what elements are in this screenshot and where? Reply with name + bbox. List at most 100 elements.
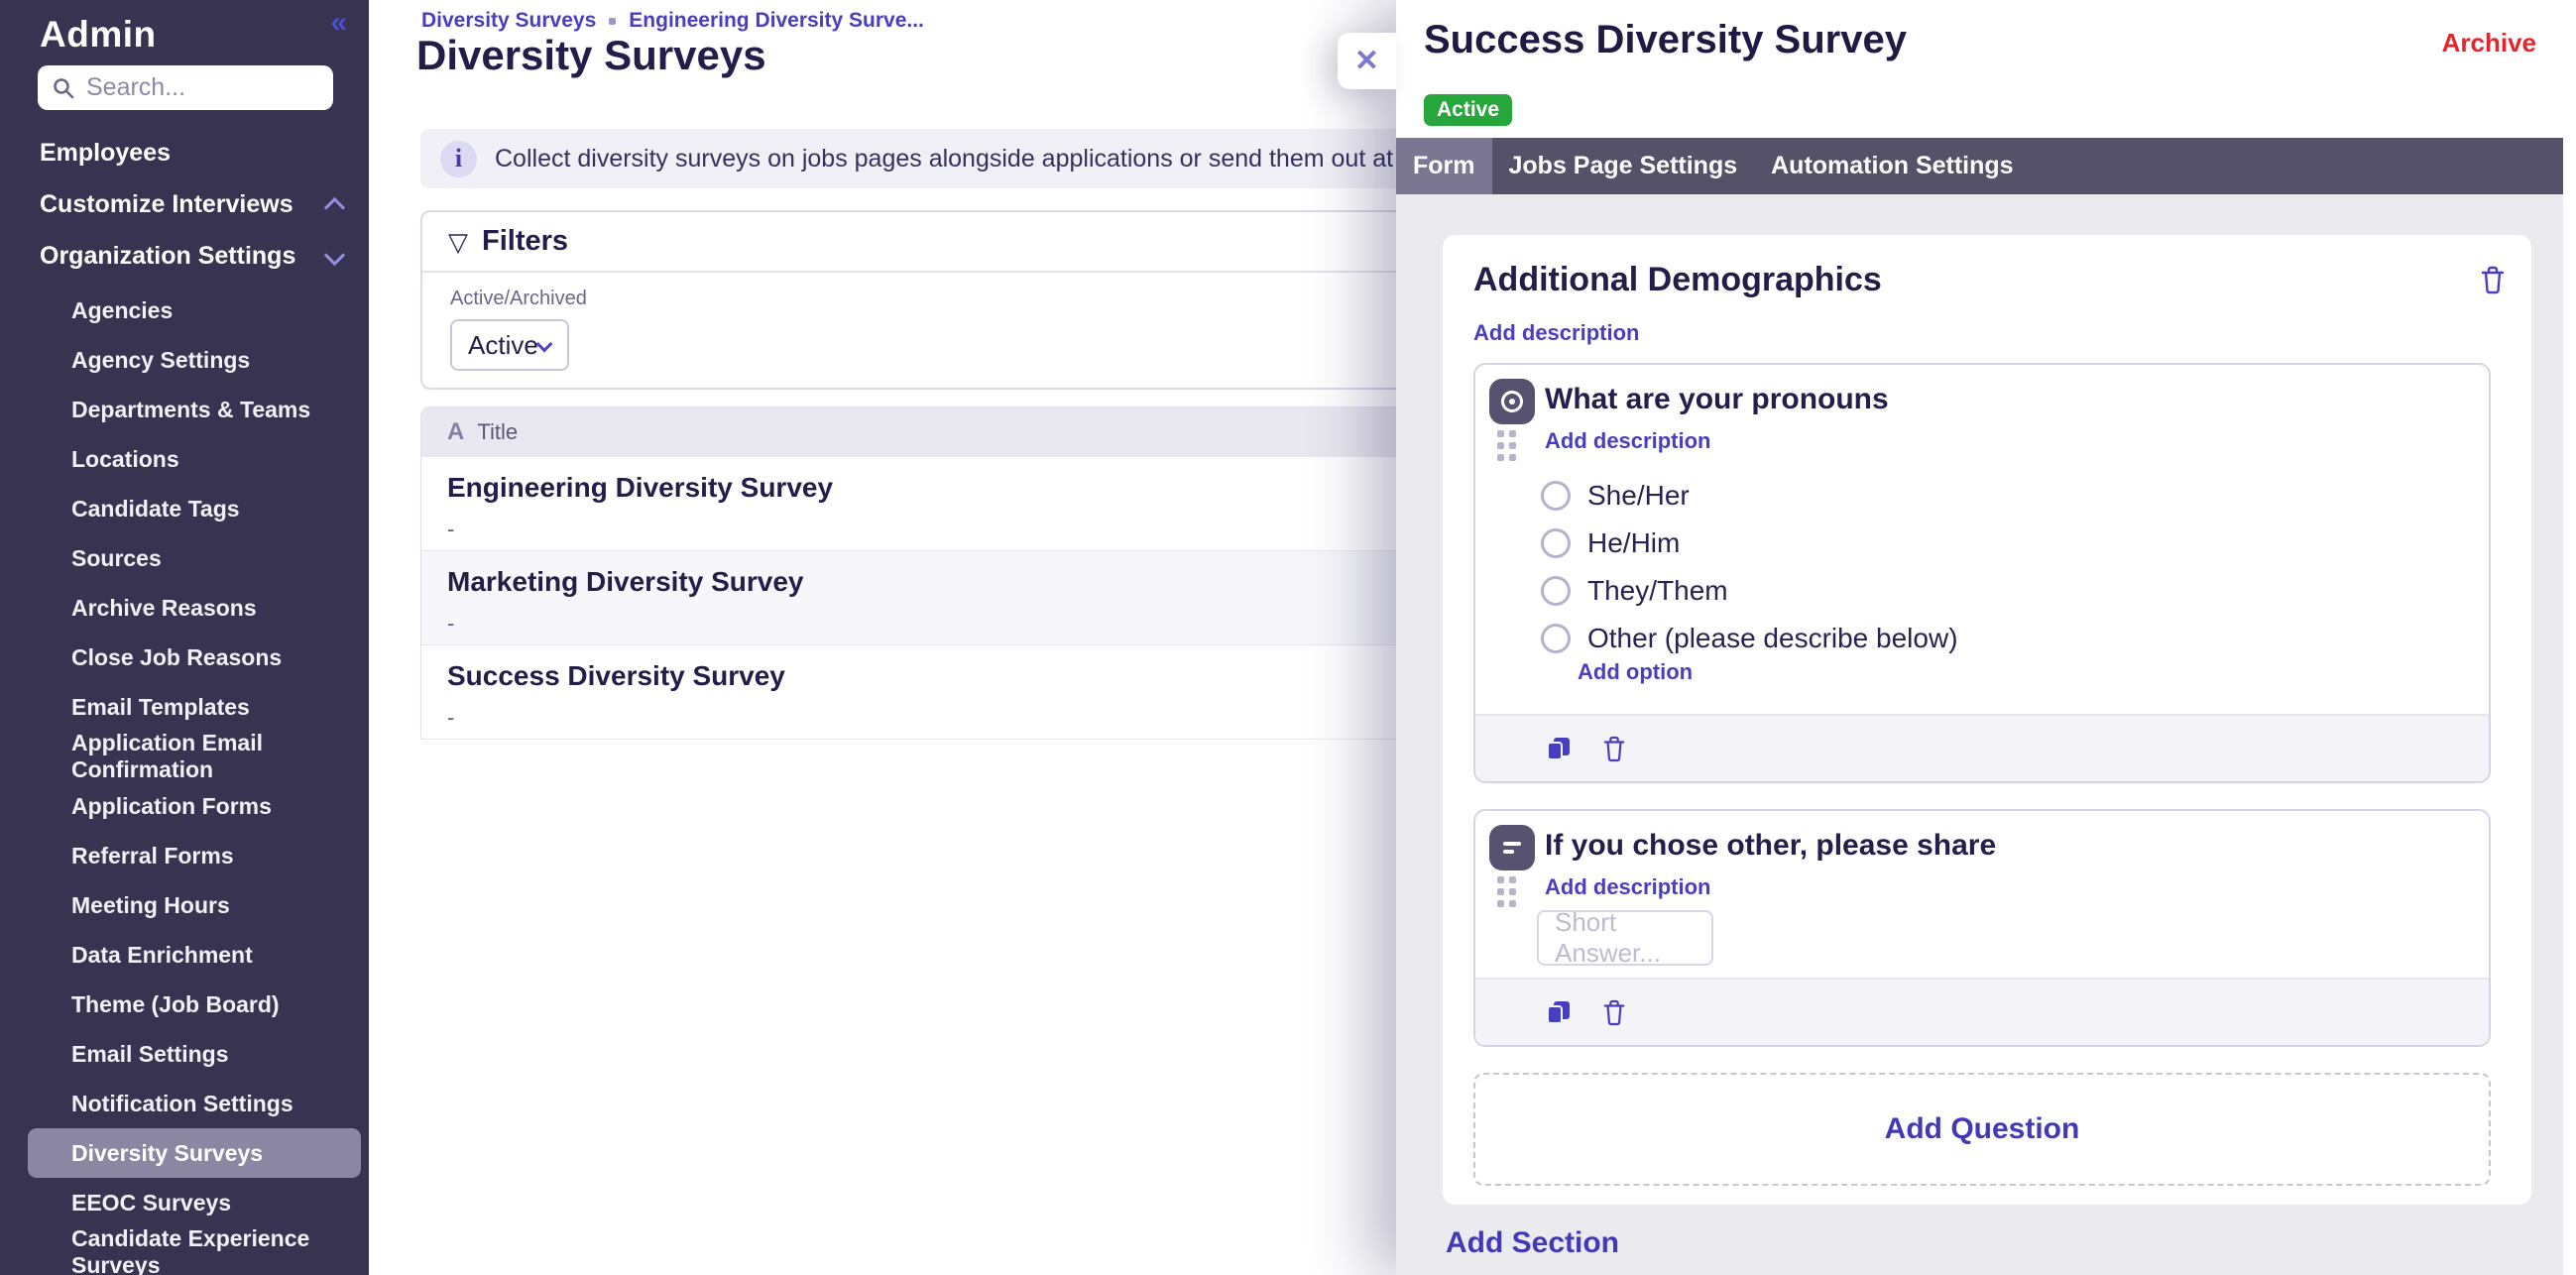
- close-drawer-button[interactable]: [1338, 33, 1396, 89]
- status-badge: Active: [1424, 94, 1513, 126]
- multiple-choice-type-icon: [1489, 379, 1535, 424]
- sidebar-item-notification-settings[interactable]: Notification Settings: [71, 1090, 293, 1116]
- breadcrumb: Diversity Surveys Engineering Diversity …: [421, 9, 924, 33]
- chevron-down-icon: [327, 248, 343, 264]
- filters-header[interactable]: Filters: [422, 212, 2045, 273]
- filter-field-label: Active/Archived: [450, 288, 587, 309]
- delete-section-icon[interactable]: [2480, 265, 2506, 299]
- form-section-card: Additional Demographics Add description …: [1443, 235, 2531, 1205]
- radio-option: Other (please describe below): [1541, 615, 1958, 662]
- row-title: Success Diversity Survey: [447, 660, 785, 691]
- sidebar-item-customize-interviews[interactable]: Customize Interviews: [0, 178, 369, 230]
- add-question-description-link[interactable]: Add description: [1545, 874, 1711, 899]
- question-title: What are your pronouns: [1545, 383, 1889, 415]
- breadcrumb-diversity-surveys[interactable]: Diversity Surveys: [421, 9, 597, 32]
- row-title: Marketing Diversity Survey: [447, 566, 804, 597]
- delete-question-icon[interactable]: [1602, 735, 1626, 762]
- drawer-tabs: Form Jobs Page Settings Automation Setti…: [1396, 138, 2563, 194]
- short-answer-placeholder: Short Answer...: [1555, 907, 1661, 968]
- row-title: Engineering Diversity Survey: [447, 472, 834, 503]
- sidebar: « Admin Search... Employees Customize In…: [0, 0, 369, 1275]
- search-icon: [54, 77, 74, 98]
- breadcrumb-engineering-survey[interactable]: Engineering Diversity Surve...: [629, 9, 924, 32]
- column-header-title: Title: [477, 419, 519, 444]
- sidebar-item-email-settings[interactable]: Email Settings: [71, 1040, 229, 1067]
- sidebar-item-email-templates[interactable]: Email Templates: [71, 693, 250, 720]
- drawer-content: Additional Demographics Add description …: [1396, 194, 2563, 1275]
- page-title: Diversity Surveys: [416, 32, 766, 78]
- add-section-description-link[interactable]: Add description: [1473, 320, 1640, 345]
- row-subtitle: -: [447, 611, 455, 636]
- tab-form[interactable]: Form: [1396, 138, 1492, 194]
- drawer-scrollbar[interactable]: [2563, 138, 2576, 1275]
- sidebar-item-diversity-surveys[interactable]: Diversity Surveys: [28, 1128, 361, 1178]
- duplicate-question-icon[interactable]: [1545, 998, 1573, 1026]
- sidebar-item-application-email-confirmation[interactable]: Application Email Confirmation: [71, 730, 263, 782]
- add-option-link[interactable]: Add option: [1578, 659, 1694, 684]
- sidebar-item-theme-job-board[interactable]: Theme (Job Board): [71, 990, 280, 1017]
- radio-option: He/Him: [1541, 520, 1958, 567]
- filters-title: Filters: [482, 225, 569, 257]
- sidebar-item-organization-settings[interactable]: Organization Settings: [0, 230, 369, 282]
- chevron-down-icon: [538, 338, 551, 352]
- admin-title: Admin: [40, 14, 157, 55]
- radio-circle-icon[interactable]: [1541, 624, 1571, 653]
- search-input[interactable]: Search...: [38, 65, 333, 110]
- active-archived-select[interactable]: Active: [450, 319, 569, 371]
- sidebar-item-meeting-hours[interactable]: Meeting Hours: [71, 891, 230, 918]
- sidebar-item-eeoc-surveys[interactable]: EEOC Surveys: [71, 1189, 232, 1216]
- sidebar-item-archive-reasons[interactable]: Archive Reasons: [71, 594, 257, 621]
- chevron-up-icon: [327, 196, 343, 212]
- sidebar-item-agency-settings[interactable]: Agency Settings: [71, 346, 251, 373]
- close-icon: [1354, 47, 1379, 76]
- option-label: She/Her: [1587, 480, 1690, 511]
- option-label: He/Him: [1587, 527, 1681, 558]
- short-answer-type-icon: [1489, 825, 1535, 870]
- sidebar-item-label: Organization Settings: [40, 241, 296, 270]
- archive-link[interactable]: Archive: [2441, 28, 2536, 58]
- survey-drawer: Success Diversity Survey Archive Active …: [1338, 0, 2576, 1275]
- add-question-button[interactable]: Add Question: [1473, 1073, 2491, 1186]
- sidebar-item-sources[interactable]: Sources: [71, 544, 162, 571]
- sidebar-item-application-forms[interactable]: Application Forms: [71, 792, 272, 819]
- tab-automation-settings[interactable]: Automation Settings: [1771, 152, 2014, 179]
- radio-option: They/Them: [1541, 567, 1958, 615]
- delete-question-icon[interactable]: [1602, 998, 1626, 1026]
- radio-circle-icon[interactable]: [1541, 528, 1571, 558]
- sidebar-item-departments-teams[interactable]: Departments & Teams: [71, 396, 311, 422]
- drag-handle-icon[interactable]: [1497, 876, 1516, 907]
- question-footer: [1475, 714, 2489, 781]
- row-subtitle: -: [447, 517, 455, 541]
- breadcrumb-separator-icon: [609, 17, 617, 25]
- option-label: Other (please describe below): [1587, 623, 1958, 653]
- drag-handle-icon[interactable]: [1497, 430, 1516, 461]
- drawer-title: Success Diversity Survey: [1424, 18, 1907, 61]
- select-value: Active: [468, 329, 538, 360]
- sidebar-item-employees[interactable]: Employees: [0, 127, 369, 178]
- sidebar-item-agencies[interactable]: Agencies: [71, 296, 174, 323]
- sidebar-item-candidate-experience-surveys[interactable]: Candidate Experience Surveys: [71, 1225, 310, 1275]
- sidebar-item-referral-forms[interactable]: Referral Forms: [71, 842, 234, 869]
- radio-circle-icon[interactable]: [1541, 576, 1571, 606]
- add-question-description-link[interactable]: Add description: [1545, 428, 1711, 453]
- sidebar-item-candidate-tags[interactable]: Candidate Tags: [71, 495, 240, 522]
- sidebar-subnav: Agencies Agency Settings Departments & T…: [0, 286, 369, 1275]
- sidebar-nav: Employees Customize Interviews Organizat…: [0, 127, 369, 1275]
- filter-funnel-icon: [448, 229, 468, 255]
- question-card-pronouns: What are your pronouns Add description S…: [1473, 363, 2491, 783]
- radio-circle-icon[interactable]: [1541, 481, 1571, 511]
- tab-jobs-page-settings[interactable]: Jobs Page Settings: [1508, 152, 1738, 179]
- add-section-button[interactable]: Add Section: [1446, 1226, 1620, 1259]
- sidebar-item-label: Customize Interviews: [40, 189, 293, 218]
- options-list: She/Her He/Him They/Them Other (please d…: [1541, 472, 1958, 662]
- sidebar-item-close-job-reasons[interactable]: Close Job Reasons: [71, 643, 283, 670]
- collapse-sidebar-icon[interactable]: «: [330, 6, 347, 39]
- radio-option: She/Her: [1541, 472, 1958, 520]
- sort-alpha-icon: A: [447, 418, 465, 445]
- question-footer: [1475, 978, 2489, 1045]
- info-icon: [440, 140, 477, 177]
- sidebar-item-data-enrichment[interactable]: Data Enrichment: [71, 941, 253, 968]
- sidebar-item-label: Employees: [40, 138, 172, 167]
- duplicate-question-icon[interactable]: [1545, 735, 1573, 762]
- sidebar-item-locations[interactable]: Locations: [71, 445, 179, 472]
